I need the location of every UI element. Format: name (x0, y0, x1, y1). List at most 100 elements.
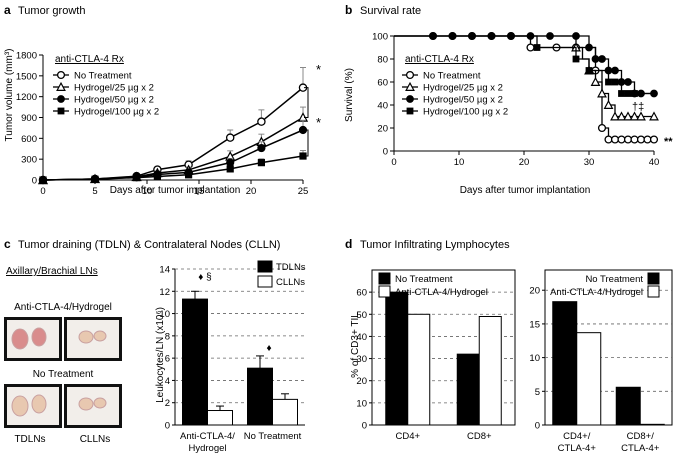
panel-d2-legend-label: Anti-CTLA-4/Hydrogel (550, 287, 643, 298)
panel-c-xtick-label: No Treatment (244, 431, 302, 442)
panel-b-ytick-label: 60 (377, 78, 388, 89)
panel-d2-ytick-label: 10 (529, 353, 540, 364)
panel-a-legend-label: Hydrogel/25 µg x 2 (74, 83, 154, 94)
panel-d1-ytick-label: 40 (356, 332, 367, 343)
panel-a-point (226, 165, 234, 173)
panel-b-annotation-2: ** (664, 136, 673, 148)
panel-c-legend-swatch (257, 275, 273, 288)
panel-a-point (225, 133, 235, 142)
panel-d1-bar (385, 291, 409, 426)
lymph-node-image (78, 397, 94, 411)
panel-a-xtick-label: 10 (142, 186, 153, 197)
panel-a-point (153, 172, 161, 181)
panel-b-point (603, 99, 614, 110)
panel-b-point (611, 66, 619, 75)
panel-c-ytick-label: 0 (165, 421, 170, 432)
panel-c-xtick-label: Hydrogel (188, 443, 226, 454)
panel-d1-ytick-label: 10 (356, 398, 367, 409)
panel-b-point (629, 111, 640, 121)
panel-b-point (585, 67, 593, 74)
panel-a-title: Tumor growth (18, 5, 85, 17)
panel-d-title: Tumor Infiltrating Lymphocytes (360, 239, 510, 251)
panel-b-xtick-label: 0 (391, 157, 396, 168)
panel-b-legend-marker (406, 95, 414, 103)
panel-a-ylabel: Tumor volume (mm³) (4, 49, 15, 142)
panel-a-point (257, 159, 265, 167)
panel-a-xtick-label: 5 (92, 186, 97, 197)
panel-b-point (605, 78, 612, 86)
photo-heading: Axillary/Brachial LNs (6, 266, 98, 277)
panel-c-xtick-label: Anti-CTLA-4/ (180, 431, 235, 442)
lymph-node-image (31, 327, 47, 347)
panel-b-xtick-label: 30 (584, 157, 595, 168)
panel-b-xlabel: Days after tumor implantation (460, 185, 591, 196)
panel-a-series-line (42, 129, 304, 181)
panel-d2-bar (615, 386, 641, 426)
panel-b-point (649, 135, 659, 144)
panel-d1-bar (478, 316, 502, 426)
panel-c-legend-label: TDLNs (276, 262, 306, 273)
panel-d1-legend-label: No Treatment (395, 274, 453, 285)
photo-col2-label: CLLNs (80, 434, 111, 445)
panel-d1-bar (407, 313, 431, 426)
panel-b-letter: b (345, 3, 352, 17)
panel-a-annotation-2: * (316, 115, 321, 130)
panel-b-legend-label: Hydrogel/50 µg x 2 (423, 95, 503, 106)
panel-d2-legend-swatch (647, 272, 660, 285)
panel-b-point (598, 55, 606, 63)
panel-b-point (546, 32, 554, 40)
panel-b-ytick-label: 40 (377, 101, 388, 112)
panel-d2-ytick-label: 0 (535, 421, 540, 432)
panel-a-xlabel: Days after tumor implantation (110, 185, 241, 196)
panel-a-point (257, 143, 266, 153)
panel-b-point (624, 78, 632, 86)
panel-a-ytick-label: 1800 (16, 51, 37, 62)
panel-c-annotation-1: ♦ § (198, 272, 211, 283)
panel-b-point (636, 135, 646, 144)
lymph-node-image (11, 328, 29, 350)
panel-b-legend-marker (406, 107, 414, 115)
panel-a-letter: a (4, 3, 11, 17)
panel-a-ytick-label: 1500 (16, 71, 37, 82)
panel-a-legend-marker (57, 95, 65, 103)
panel-a-significance-bracket (304, 129, 309, 157)
panel-d1-legend-swatch (378, 285, 391, 298)
panel-a-legend-label: Hydrogel/50 µg x 2 (74, 95, 154, 106)
panel-d2-bar (576, 332, 602, 426)
panel-c-ytick-label: 8 (165, 331, 170, 342)
panel-b-point (533, 44, 541, 51)
panel-d2-xtick-label: CD4+/ (563, 431, 591, 442)
lymph-node-image (11, 395, 29, 417)
lymph-node-image (93, 330, 107, 342)
panel-a-xtick-label: 0 (40, 186, 45, 197)
panel-d1-xtick-label: CD4+ (395, 431, 420, 442)
panel-b-point (572, 55, 580, 63)
panel-b-legend-marker (405, 70, 415, 80)
panel-a-legend-marker (56, 81, 66, 92)
panel-a-annotation-1: * (316, 62, 321, 77)
panel-d2-legend-swatch (647, 285, 660, 298)
panel-b-annotation-1: †‡ (632, 101, 644, 113)
panel-b-point (618, 90, 625, 97)
panel-b-legend-marker (405, 81, 415, 92)
panel-d2-frame (544, 269, 673, 426)
panel-a-point (39, 176, 47, 184)
panel-b-ylabel: Survival (%) (344, 68, 355, 122)
panel-b-legend-label: Hydrogel/100 µg x 2 (423, 107, 508, 118)
panel-b-point (526, 43, 535, 52)
panel-b-point (624, 90, 632, 97)
panel-b-point (636, 111, 646, 121)
photo-col1-label: TDLNs (14, 434, 45, 445)
panel-b-point (610, 111, 620, 121)
panel-a-ytick-label: 1200 (16, 92, 37, 103)
panel-b-point (611, 78, 619, 86)
panel-d1-legend-swatch (378, 272, 391, 285)
panel-d1-legend-label: Anti-CTLA-4/Hydrogel (395, 287, 488, 298)
panel-b-legend-title: anti-CTLA-4 Rx (405, 54, 474, 65)
panel-b-ytick-label: 100 (372, 32, 388, 43)
panel-a-legend-label: Hydrogel/100 µg x 2 (74, 107, 159, 118)
panel-d2-legend-label: No Treatment (585, 274, 643, 285)
panel-d1-bar (456, 353, 480, 426)
